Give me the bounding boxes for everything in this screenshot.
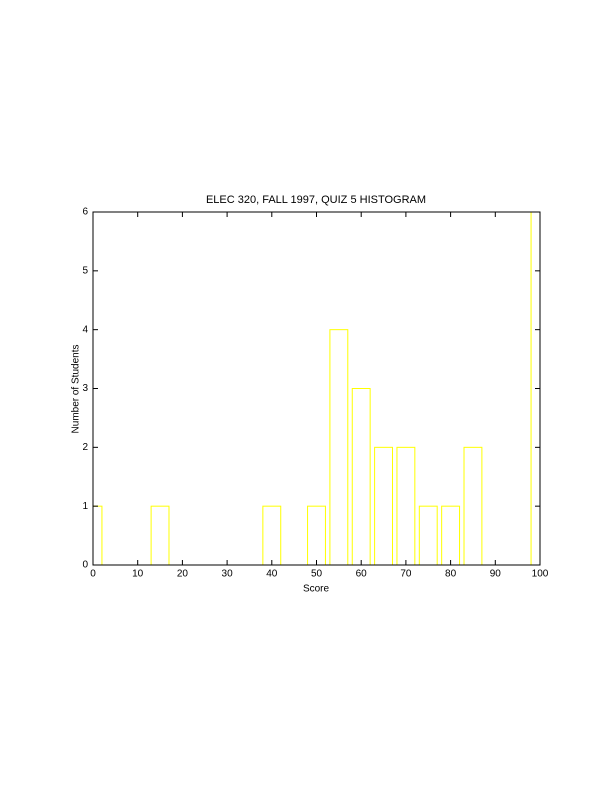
- y-tick-label: 1: [82, 501, 88, 512]
- x-tick-label: 60: [356, 569, 368, 580]
- y-tick-label: 5: [82, 265, 88, 276]
- x-tick-label: 30: [222, 569, 234, 580]
- chart-title: ELEC 320, FALL 1997, QUIZ 5 HISTOGRAM: [206, 194, 426, 206]
- x-axis-label: Score: [303, 584, 330, 595]
- y-axis-label: Number of Students: [71, 345, 82, 434]
- x-tick-label: 40: [266, 569, 278, 580]
- x-tick-label: 100: [532, 569, 549, 580]
- x-tick-label: 0: [90, 569, 96, 580]
- x-tick-label: 90: [490, 569, 502, 580]
- y-tick-label: 3: [82, 383, 88, 394]
- x-tick-label: 20: [177, 569, 189, 580]
- bar: [441, 505, 461, 565]
- y-tick-label: 4: [82, 324, 88, 335]
- bar: [530, 212, 540, 565]
- x-tick-label: 10: [132, 569, 144, 580]
- bar: [463, 446, 483, 565]
- y-tick-label: 6: [82, 207, 88, 218]
- bar: [262, 505, 282, 565]
- y-tick-label: 0: [82, 560, 88, 571]
- axes-box: [92, 211, 541, 566]
- bar: [374, 446, 393, 565]
- bar: [307, 505, 326, 565]
- bar: [329, 329, 349, 565]
- x-tick-label: 70: [400, 569, 412, 580]
- bar: [351, 388, 371, 565]
- x-tick-label: 80: [445, 569, 457, 580]
- bar: [418, 505, 438, 565]
- bar: [150, 505, 170, 565]
- x-tick-label: 50: [311, 569, 323, 580]
- bar: [93, 505, 103, 565]
- bar: [396, 446, 416, 565]
- plot-area: [93, 212, 540, 565]
- y-tick-label: 2: [82, 442, 88, 453]
